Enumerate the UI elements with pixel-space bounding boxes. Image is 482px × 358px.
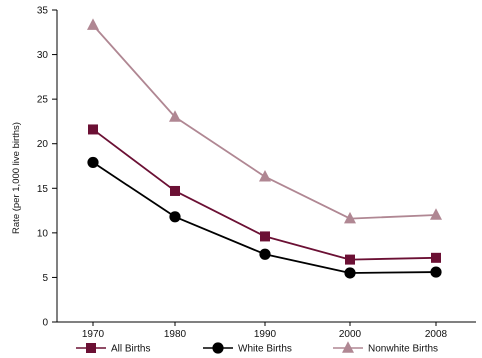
y-tick-label: 5: [42, 273, 48, 284]
data-point-nonwhite-births: [169, 110, 181, 122]
data-point-nonwhite-births: [430, 208, 442, 220]
data-point-white-births: [344, 267, 356, 279]
series: [87, 18, 442, 279]
x-tick-label: 2000: [339, 329, 362, 340]
x-tick-label: 2008: [425, 329, 448, 340]
series-line-nonwhite-births: [92, 24, 437, 220]
data-point-all-births: [260, 231, 270, 242]
y-tick-label: 15: [37, 184, 49, 195]
data-point-white-births: [169, 211, 181, 223]
x-tick-label: 1970: [82, 329, 105, 340]
data-point-white-births: [87, 156, 99, 169]
x-axis-ticks: 1970 1980 1990 2000 2008: [82, 322, 448, 340]
y-tick-label: 10: [37, 228, 49, 239]
legend-marker: [212, 342, 224, 354]
data-point-all-births: [431, 252, 441, 263]
legend: All Births White Births Nonwhite Births: [76, 341, 438, 355]
series-all-births: [88, 124, 441, 265]
data-point-all-births: [88, 124, 98, 135]
y-axis-title: Rate (per 1,000 live births): [11, 122, 22, 234]
y-tick-label: 0: [42, 318, 48, 329]
y-tick-label: 35: [37, 6, 49, 17]
series-white-births: [87, 156, 442, 279]
data-point-white-births: [430, 266, 442, 278]
y-tick-label: 30: [37, 50, 49, 61]
data-point-all-births: [170, 185, 180, 196]
x-tick-label: 1980: [164, 329, 187, 340]
data-point-all-births: [345, 254, 355, 265]
x-tick-label: 1990: [254, 329, 277, 340]
legend-item-nonwhite-births: Nonwhite Births: [333, 341, 438, 355]
legend-label: White Births: [238, 344, 292, 355]
series-nonwhite-births: [87, 18, 442, 224]
data-point-nonwhite-births: [344, 211, 356, 224]
legend-item-all-births: All Births: [76, 343, 150, 355]
legend-marker: [342, 341, 354, 353]
axes: [56, 10, 476, 323]
y-tick-label: 25: [37, 95, 49, 106]
data-point-nonwhite-births: [259, 169, 271, 182]
legend-marker: [86, 343, 96, 353]
data-point-nonwhite-births: [87, 18, 99, 30]
legend-label: All Births: [111, 344, 150, 355]
legend-label: Nonwhite Births: [368, 344, 438, 355]
legend-item-white-births: White Births: [203, 342, 292, 355]
y-axis-ticks: 0 5 10 15 20 25 30 35: [37, 6, 57, 329]
data-point-white-births: [259, 248, 271, 260]
y-tick-label: 20: [37, 139, 49, 150]
